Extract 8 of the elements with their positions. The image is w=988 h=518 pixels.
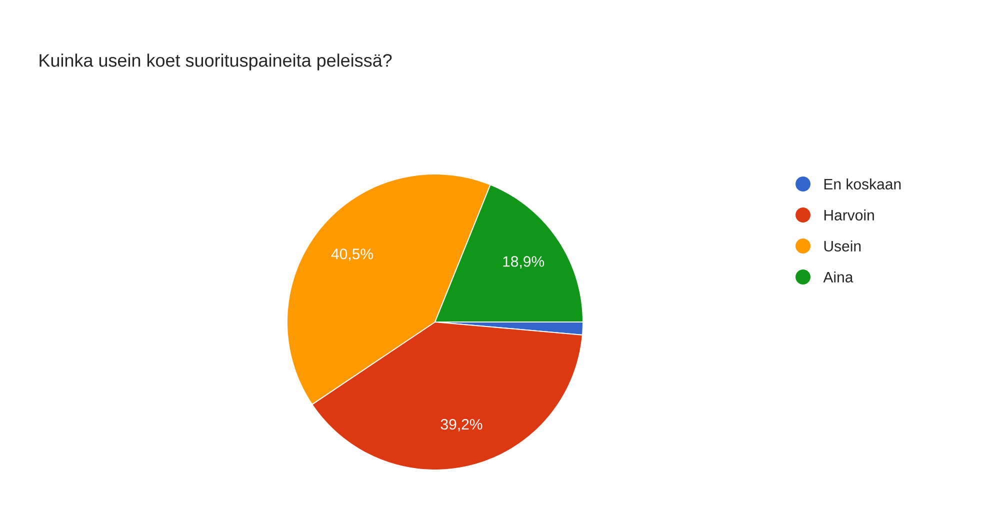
data-label: 18,9% — [503, 256, 544, 269]
chart-title: Kuinka usein koet suorituspaineita peleissä? — [40, 54, 392, 70]
legend-label: Aina — [823, 271, 854, 282]
legend-label: Usein — [824, 240, 861, 252]
data-label: 40,5% — [331, 248, 373, 262]
legend-label: En koskaan — [824, 178, 901, 190]
legend-label: Harvoin — [824, 209, 874, 220]
data-label: 39,2% — [440, 418, 482, 432]
